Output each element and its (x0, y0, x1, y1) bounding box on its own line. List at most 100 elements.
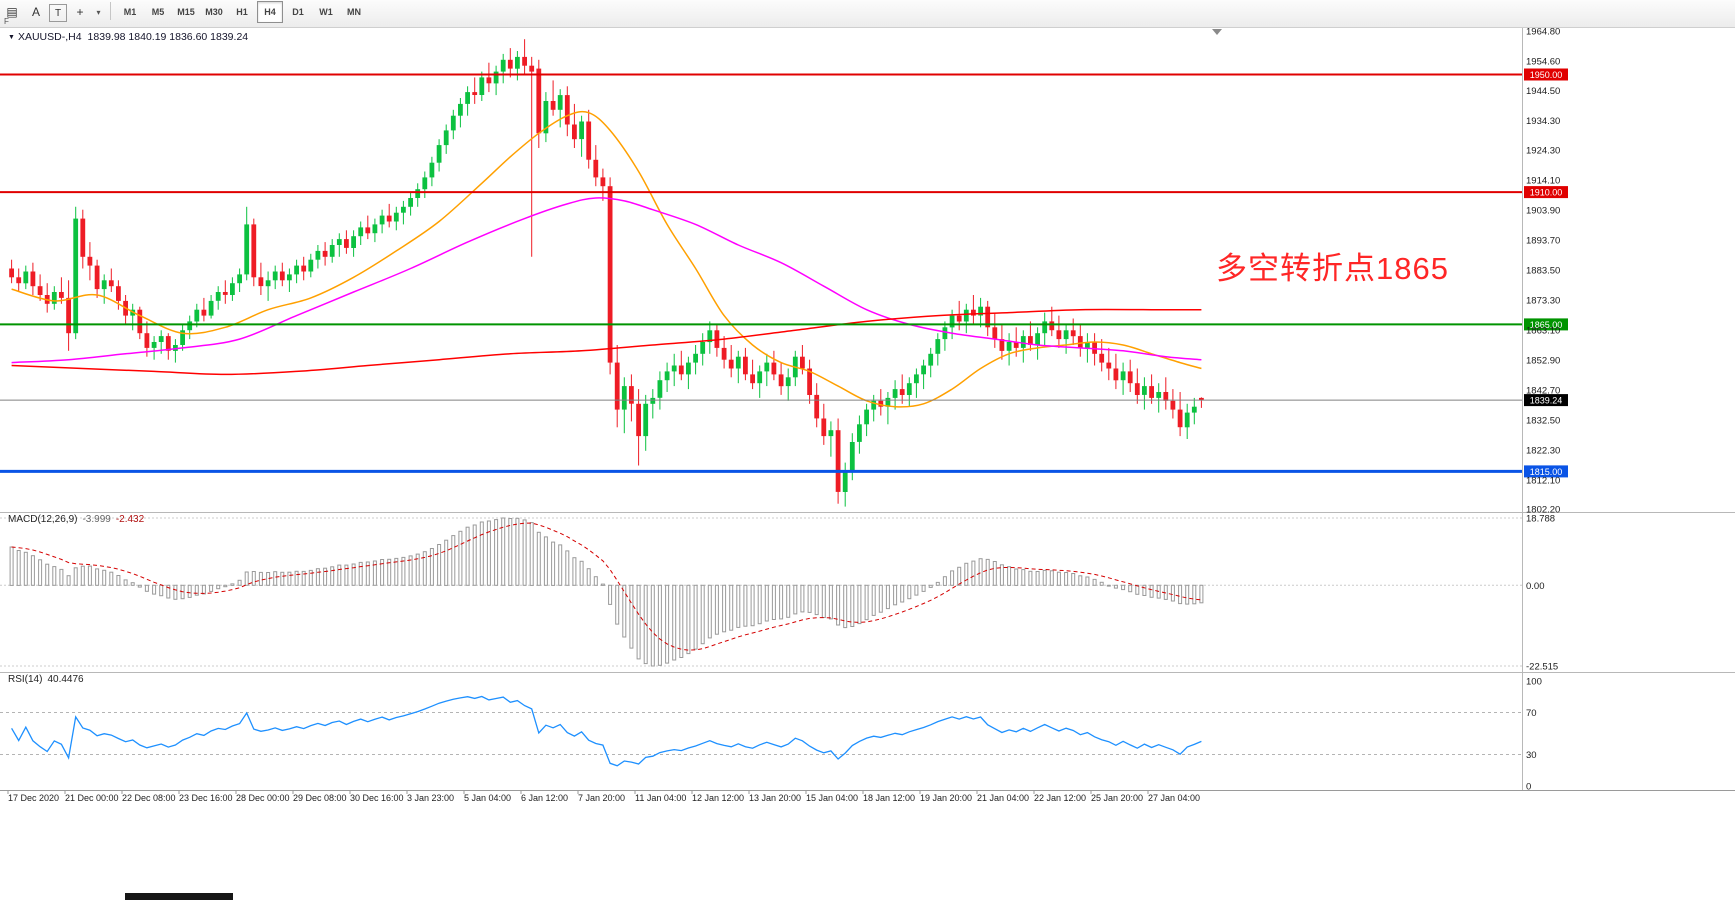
price-axis-label: 1883.50 (1526, 266, 1560, 277)
macd-main-value: -3.999 (82, 514, 111, 525)
macd-axis-label: 0.00 (1526, 581, 1545, 592)
timeframe-mn-button[interactable]: MN (347, 7, 361, 17)
chart-ohlc-readout: ▼ XAUUSD-,H4 1839.98 1840.19 1836.60 1839.… (8, 31, 254, 43)
ma-slow-red-line (11, 308, 1202, 376)
timeframe-m5-button[interactable]: M5 (151, 7, 165, 17)
toolbar-separator (110, 2, 111, 20)
timeframe-w1-button[interactable]: W1 (319, 7, 333, 17)
price-tag (1524, 465, 1568, 478)
time-axis-label: 12 Jan 12:00 (692, 793, 744, 803)
price-axis-label: 1944.50 (1526, 86, 1560, 97)
macd-axis-label: -22.515 (1526, 662, 1558, 673)
price-axis-label: 1903.90 (1526, 206, 1560, 217)
price-axis-label: 1852.90 (1526, 356, 1560, 367)
toolbar-icon-group: ▤ A T + ▾ (0, 1, 105, 23)
price-tag-label: 1910.00 (1530, 188, 1563, 198)
shift-marker-icon[interactable] (1212, 29, 1222, 35)
price-tag-label: 1815.00 (1530, 467, 1563, 477)
price-axis-label: 1934.30 (1526, 116, 1560, 127)
chart-symbol-period: XAUUSD-,H4 (17, 31, 82, 43)
timeframe-m15-button[interactable]: M15 (177, 7, 195, 17)
ma-fast-orange-line (11, 110, 1202, 408)
rsi-axis-label: 30 (1526, 750, 1537, 761)
rsi-line (11, 695, 1202, 767)
price-axis-label: 1893.70 (1526, 236, 1560, 247)
rsi-axis-label: 100 (1526, 677, 1542, 688)
price-tag (1524, 394, 1568, 407)
time-axis-label: 22 Jan 12:00 (1034, 793, 1086, 803)
charts-grid-icon[interactable]: ▤ (6, 5, 18, 19)
candles-layer (9, 39, 1204, 507)
rsi-axis-label: 0 (1526, 782, 1531, 793)
price-axis-label: 1842.70 (1526, 385, 1560, 396)
price-tag-label: 1839.24 (1530, 396, 1563, 406)
font-tool-icon[interactable]: A (31, 5, 40, 19)
time-axis-label: 15 Jan 04:00 (806, 793, 858, 803)
dropdown-caret-icon[interactable]: ▾ (96, 7, 101, 17)
macd-scale[interactable]: 18.788 0.00 -22.515 (1526, 514, 1558, 673)
crosshair-tool-icon[interactable]: + (76, 5, 84, 19)
time-axis-label: 17 Dec 2020 (8, 793, 59, 803)
ma-mid-magenta-line (11, 197, 1202, 364)
timeframe-d1-button[interactable]: D1 (292, 7, 304, 17)
price-scale[interactable]: 1964.80 1954.60 1944.50 1934.30 1924.30 1914.… (1526, 27, 1560, 516)
price-axis-label: 1964.80 (1526, 27, 1560, 38)
time-axis-label: 27 Jan 04:00 (1148, 793, 1200, 803)
price-axis-label: 1863.10 (1526, 326, 1560, 337)
time-axis-label: 28 Dec 00:00 (236, 793, 290, 803)
chart-ohlc-values: 1839.98 1840.19 1836.60 1839.24 (87, 31, 249, 43)
top-toolbar: ▤ A T + ▾ M1 M5 M15 M30 H1 H4 D1 W1 MN F (0, 0, 1735, 28)
rsi-axis-label: 70 (1526, 708, 1537, 719)
price-tag (1524, 318, 1568, 331)
timeframe-m30-button[interactable]: M30 (205, 7, 223, 17)
collapse-triangle-icon[interactable]: ▼ (8, 34, 15, 41)
time-axis-label: 3 Jan 23:00 (407, 793, 454, 803)
timeframe-h1-button[interactable]: H1 (236, 7, 248, 17)
macd-signal-line (11, 522, 1202, 651)
time-axis-label: 19 Jan 20:00 (920, 793, 972, 803)
macd-name: MACD(12,26,9) (8, 514, 78, 525)
price-axis-label: 1873.30 (1526, 296, 1560, 307)
toolbar-f-label: F (4, 17, 9, 26)
price-tag-label: 1950.00 (1530, 70, 1563, 80)
time-axis-label: 30 Dec 16:00 (350, 793, 404, 803)
time-axis-label: 21 Dec 00:00 (65, 793, 119, 803)
time-scale[interactable]: 17 Dec 2020 21 Dec 00:00 22 Dec 08:00 23 De… (7, 790, 1200, 803)
bottom-taskbar-fragment (125, 893, 233, 900)
price-axis-label: 1954.60 (1526, 57, 1560, 68)
time-axis-label: 23 Dec 16:00 (179, 793, 233, 803)
price-tag-label: 1865.00 (1530, 320, 1563, 330)
macd-indicator-header: MACD(12,26,9) -3.999 -2.432 (8, 514, 149, 525)
time-axis-label: 7 Jan 20:00 (578, 793, 625, 803)
timeframe-m1-button[interactable]: M1 (123, 7, 137, 17)
time-axis-label: 5 Jan 04:00 (464, 793, 511, 803)
rsi-indicator-header: RSI(14) 40.4476 (8, 674, 89, 685)
timeframe-button-group: M1 M5 M15 M30 H1 H4 D1 W1 MN (116, 1, 368, 23)
chart-annotation-text[interactable]: 多空转折点1865 (1216, 251, 1449, 286)
price-axis-label: 1924.30 (1526, 146, 1560, 157)
rsi-scale[interactable]: 100 70 30 0 (1526, 677, 1542, 793)
price-axis-label: 1812.10 (1526, 475, 1560, 486)
time-axis-label: 18 Jan 12:00 (863, 793, 915, 803)
rsi-name: RSI(14) (8, 674, 43, 685)
rsi-value: 40.4476 (47, 674, 84, 685)
time-axis-label: 25 Jan 20:00 (1091, 793, 1143, 803)
text-label-tool-icon[interactable]: T (49, 4, 67, 22)
macd-axis-label: 18.788 (1526, 514, 1555, 525)
time-axis-label: 6 Jan 12:00 (521, 793, 568, 803)
price-axis-label: 1832.50 (1526, 415, 1560, 426)
time-axis-label: 11 Jan 04:00 (635, 793, 686, 803)
macd-signal-value: -2.432 (115, 514, 145, 525)
price-axis-label: 1822.30 (1526, 445, 1560, 456)
price-tag (1524, 68, 1568, 81)
price-tag (1524, 186, 1568, 199)
time-axis-label: 13 Jan 20:00 (749, 793, 801, 803)
price-axis-label: 1802.20 (1526, 505, 1560, 516)
price-axis-label: 1914.10 (1526, 176, 1560, 187)
timeframe-h4-button[interactable]: H4 (257, 1, 283, 23)
time-axis-label: 21 Jan 04:00 (977, 793, 1029, 803)
time-axis-label: 22 Dec 08:00 (122, 793, 176, 803)
time-axis-label: 29 Dec 08:00 (293, 793, 347, 803)
